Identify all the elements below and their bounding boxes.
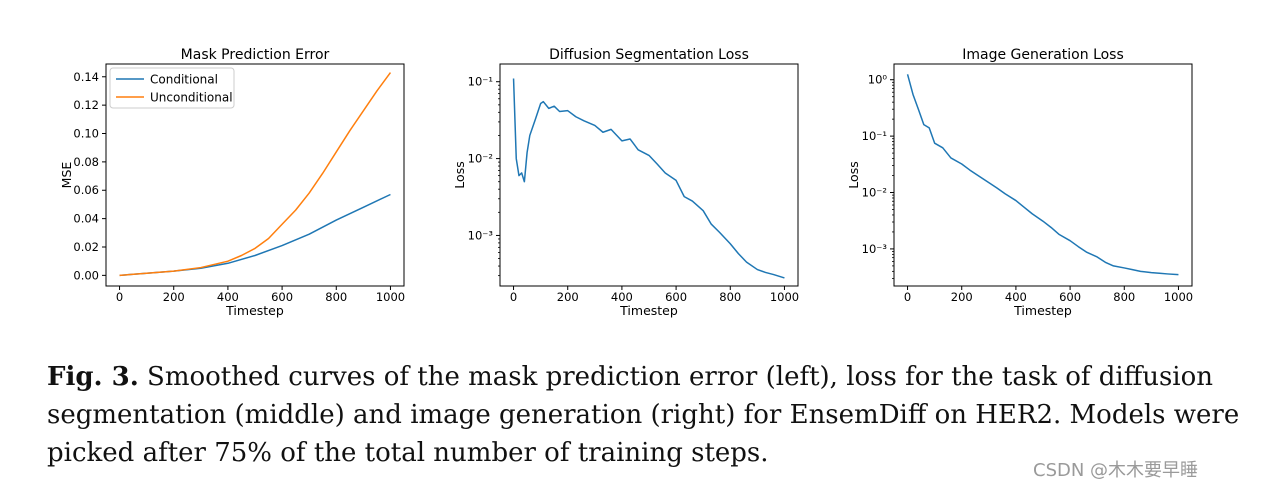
x-tick-label: 200	[557, 290, 579, 304]
legend-box	[109, 67, 235, 109]
legend-label-unconditional: Unconditional	[150, 91, 233, 105]
x-tick-label: 400	[1005, 290, 1027, 304]
panel1-frame	[105, 63, 405, 287]
x-tick-label: 800	[719, 290, 741, 304]
x-tick-label: 800	[325, 290, 347, 304]
x-tick-label: 1000	[376, 290, 405, 304]
panel1-lines	[119, 72, 392, 277]
series-line-loss	[512, 78, 785, 279]
panel-mask-prediction-error: Mask Prediction Error Timestep MSE 0 200 4…	[59, 47, 405, 318]
panel1-ticks: 0 200 400 600 800 1000 0.00 0.02 0.04 0.06 0.08 0.1…	[73, 70, 405, 304]
x-tick-label: 0	[116, 290, 123, 304]
y-tick-label: 0.12	[73, 98, 99, 112]
y-tick-label: 10⁻²	[468, 152, 493, 166]
y-tick-label: 0.10	[73, 127, 99, 141]
y-tick-label: 0.14	[73, 70, 99, 84]
x-tick-label: 0	[904, 290, 911, 304]
panel2-ylabel: Loss	[452, 161, 467, 188]
caption-label: Fig. 3.	[47, 362, 139, 392]
panel3-lines	[906, 74, 1179, 276]
panel2-frame	[499, 63, 799, 287]
panel2-title: Diffusion Segmentation Loss	[549, 47, 749, 63]
y-tick-label: 0.00	[73, 268, 99, 282]
x-tick-label: 0	[510, 290, 517, 304]
panel2-ticks: 0 200 400 600 800 1000 10⁻³ 10⁻² 10⁻¹	[468, 75, 799, 304]
panel1-title: Mask Prediction Error	[181, 47, 330, 63]
panel2-lines	[512, 78, 785, 279]
panel-image-generation-loss: Image Generation Loss Timestep Loss 0 200…	[846, 47, 1193, 318]
y-tick-label: 10⁻¹	[862, 129, 887, 143]
panel-diffusion-segmentation-loss: Diffusion Segmentation Loss Timestep Los…	[452, 47, 799, 318]
x-tick-label: 200	[951, 290, 973, 304]
series-line-unconditional	[119, 72, 392, 277]
caption-text: Smoothed curves of the mask prediction e…	[47, 362, 1240, 468]
panel1-legend: Conditional Unconditional	[109, 67, 235, 109]
panel1-ylabel: MSE	[59, 162, 74, 189]
watermark: CSDN @木木要早睡	[1033, 460, 1199, 481]
y-tick-label: 0.08	[73, 155, 99, 169]
panel3-title: Image Generation Loss	[962, 47, 1124, 63]
y-tick-label: 0.06	[73, 183, 99, 197]
panel3-xlabel: Timestep	[1013, 303, 1072, 318]
panel3-ylabel: Loss	[846, 161, 861, 188]
panel2-xlabel: Timestep	[619, 303, 678, 318]
x-tick-label: 400	[611, 290, 633, 304]
y-tick-label: 10⁻¹	[468, 75, 493, 89]
series-line-loss	[906, 74, 1179, 276]
panel3-ticks: 0 200 400 600 800 1000 10⁻³ 10⁻² 10⁻¹ 10⁰	[862, 73, 1193, 304]
y-tick-label: 10⁰	[868, 73, 888, 87]
x-tick-label: 600	[271, 290, 293, 304]
x-tick-label: 400	[217, 290, 239, 304]
panel3-frame	[893, 63, 1193, 287]
x-tick-label: 600	[1059, 290, 1081, 304]
y-tick-label: 10⁻³	[468, 228, 494, 242]
y-tick-label: 0.02	[73, 240, 99, 254]
x-tick-label: 1000	[770, 290, 799, 304]
x-tick-label: 1000	[1164, 290, 1193, 304]
figure-charts: Mask Prediction Error Timestep MSE 0 200 4…	[59, 47, 1193, 318]
y-tick-label: 0.04	[73, 212, 99, 226]
x-tick-label: 600	[665, 290, 687, 304]
y-tick-label: 10⁻³	[862, 242, 888, 256]
figure-caption: Fig. 3. Smoothed curves of the mask pred…	[47, 358, 1247, 472]
x-tick-label: 200	[163, 290, 185, 304]
y-tick-label: 10⁻²	[862, 186, 887, 200]
legend-label-conditional: Conditional	[150, 73, 218, 87]
panel1-xlabel: Timestep	[225, 303, 284, 318]
x-tick-label: 800	[1113, 290, 1135, 304]
series-line-conditional	[119, 193, 391, 277]
